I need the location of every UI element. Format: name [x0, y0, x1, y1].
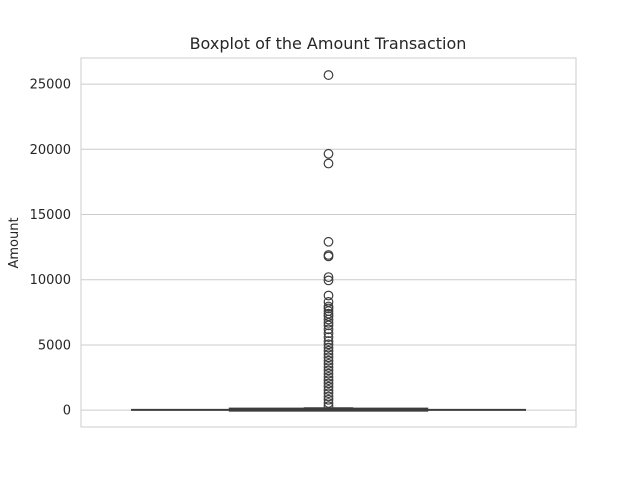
- axes-frame: [80, 57, 577, 428]
- box-element: [131, 407, 526, 412]
- y-tick-label: 0: [63, 404, 71, 419]
- outlier-point: [323, 388, 334, 399]
- outlier-point: [323, 148, 334, 159]
- y-tick-label: 10000: [30, 273, 71, 288]
- outlier-point: [323, 70, 334, 80]
- outlier-point: [323, 358, 334, 369]
- y-tick-label: 20000: [30, 143, 71, 158]
- outlier-point: [323, 275, 334, 286]
- outlier-point: [323, 320, 334, 331]
- outlier-point: [323, 378, 334, 389]
- y-tick-label: 5000: [38, 338, 71, 353]
- outlier-point: [323, 342, 334, 353]
- outlier-point: [323, 290, 334, 301]
- outlier-points: [323, 70, 334, 412]
- outlier-point: [323, 368, 334, 379]
- outlier-point: [323, 355, 334, 366]
- outlier-point: [323, 385, 334, 395]
- outlier-point: [323, 391, 334, 402]
- outlier-point: [323, 352, 334, 363]
- outlier-point: [323, 394, 334, 405]
- outlier-point: [323, 236, 334, 247]
- outlier-point: [323, 339, 334, 350]
- chart-title: Boxplot of the Amount Transaction: [190, 34, 467, 53]
- y-tick-label: 15000: [30, 208, 71, 223]
- outlier-point: [323, 158, 334, 169]
- outlier-point: [323, 381, 334, 392]
- outlier-point: [323, 372, 334, 382]
- outlier-point: [323, 332, 334, 343]
- plot-frame: [80, 57, 577, 428]
- outlier-point: [323, 314, 334, 325]
- outlier-point: [323, 375, 334, 386]
- outlier-point: [323, 303, 334, 314]
- outlier-point: [323, 365, 334, 376]
- outlier-point: [323, 317, 334, 328]
- outlier-point: [323, 272, 334, 283]
- outlier-point: [323, 336, 334, 346]
- outlier-point: [323, 251, 334, 262]
- outlier-point: [323, 324, 334, 335]
- y-tick-labels: 0 5000 10000 15000 20000 25000: [30, 78, 71, 419]
- outlier-point: [323, 362, 334, 373]
- y-tick-label: 25000: [30, 78, 71, 93]
- y-axis-label: Amount: [7, 217, 22, 268]
- outlier-point: [323, 328, 334, 339]
- outlier-point: [323, 349, 334, 359]
- outlier-point: [323, 345, 334, 356]
